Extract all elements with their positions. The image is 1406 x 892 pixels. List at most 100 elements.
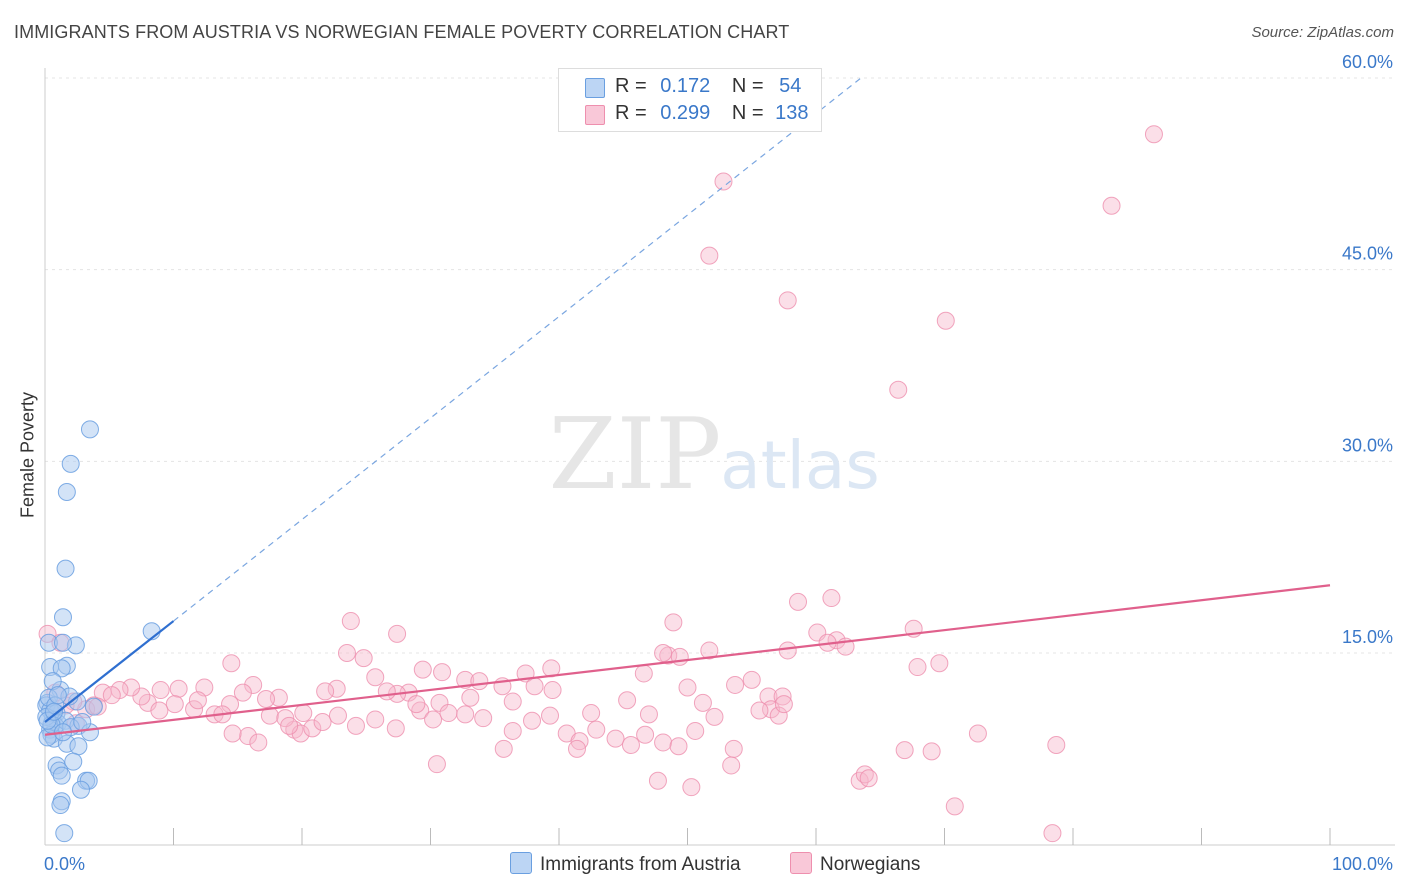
- axis-ticks: 15.0% 30.0% 45.0% 60.0% 0.0% 100.0%: [44, 52, 1393, 874]
- norwegians-point: [606, 729, 625, 748]
- austria-point: [71, 780, 90, 799]
- norwegians-point: [543, 681, 562, 700]
- stats-legend: R = 0.172 N = 54 R = 0.299 N = 138: [558, 68, 822, 132]
- norwegians-point: [523, 711, 542, 730]
- bottom-legend-austria: Immigrants from Austria: [510, 852, 741, 876]
- austria-trend-line: [44, 620, 175, 723]
- watermark-zip: ZIP: [549, 398, 722, 512]
- norwegians-point: [648, 771, 667, 790]
- y-tick-label: 30.0%: [1342, 435, 1393, 455]
- norwegians-point: [769, 706, 788, 725]
- norwegians-point: [354, 649, 373, 668]
- norwegians-point: [693, 693, 712, 712]
- norwegians-point: [222, 654, 241, 673]
- norwegians-point: [618, 691, 637, 710]
- norwegians-point: [774, 695, 793, 714]
- y-tick-label: 15.0%: [1342, 627, 1393, 647]
- norwegians-point: [366, 710, 385, 729]
- grid-lines: [45, 77, 1395, 654]
- austria-point: [56, 559, 75, 578]
- legend-text-norway: R = 0.299 N = 138: [615, 102, 809, 125]
- chart-source: Source: ZipAtlas.com: [1251, 24, 1394, 41]
- austria-point: [52, 766, 71, 785]
- legend-r-label: R =: [615, 75, 647, 97]
- norwegians-point: [654, 733, 673, 752]
- norwegians-point: [669, 737, 688, 756]
- norwegians-point: [260, 706, 279, 725]
- norwegians-trend-line: [44, 584, 1331, 736]
- norwegians-point: [670, 647, 689, 666]
- norwegians-point: [503, 692, 522, 711]
- norwegians-point: [413, 660, 432, 679]
- norwegians-point: [682, 778, 701, 797]
- norwegians-point: [859, 769, 878, 788]
- austria-point: [73, 713, 92, 731]
- norwegians-point: [654, 644, 673, 662]
- austria-point: [61, 454, 80, 473]
- norwegians-point: [700, 641, 719, 660]
- watermark: ZIP atlas: [549, 398, 880, 512]
- norwegians-point: [659, 646, 678, 665]
- norwegians-point: [407, 695, 426, 714]
- legend-swatch-austria: [585, 78, 605, 98]
- legend-r-value: 0.299: [660, 102, 711, 124]
- bottom-legend-swatch-austria: [510, 852, 532, 874]
- norwegians-point: [456, 670, 475, 689]
- norwegians-point: [714, 172, 733, 191]
- y-axis-label: Female Poverty: [17, 391, 38, 519]
- bottom-legend-label-austria: Immigrants from Austria: [540, 854, 741, 875]
- watermark-atlas: atlas: [720, 427, 880, 504]
- norwegians-point: [908, 658, 927, 677]
- norwegians-point: [724, 739, 743, 758]
- legend-n-value: 138: [775, 102, 809, 124]
- norwegians-point: [150, 701, 169, 720]
- bottom-legend-swatch-norway: [790, 852, 812, 874]
- norwegians-point: [789, 592, 808, 611]
- norwegians-point: [244, 675, 263, 694]
- bottom-legend-norway: Norwegians: [790, 852, 920, 876]
- norwegians-point: [223, 724, 242, 743]
- norwegians-point: [132, 687, 151, 706]
- norwegians-point: [778, 291, 797, 310]
- norwegians-point: [639, 705, 658, 724]
- norwegians-point: [705, 707, 724, 726]
- norwegians-point: [470, 672, 489, 691]
- norwegians-point: [456, 705, 475, 724]
- norwegians-point: [269, 688, 288, 707]
- austria-point: [53, 608, 72, 627]
- norwegians-point: [895, 741, 914, 760]
- norwegians-point: [525, 677, 544, 696]
- austria-trend-extension: [173, 77, 862, 622]
- norwegians-point: [294, 704, 313, 723]
- norwegians-point: [427, 755, 446, 774]
- norwegians-point: [188, 691, 207, 710]
- norwegians-point: [773, 687, 792, 706]
- legend-r-label: R =: [615, 102, 647, 124]
- austria-point: [55, 824, 74, 843]
- norwegians-point: [1043, 824, 1062, 843]
- norwegians-point: [700, 246, 719, 265]
- norwegians-point: [726, 675, 745, 694]
- norwegians-point: [328, 706, 347, 725]
- norwegians-point: [461, 688, 480, 707]
- norwegians-point: [587, 720, 606, 739]
- austria-point: [57, 483, 76, 501]
- norwegians-point: [1144, 125, 1163, 144]
- norwegians-point: [257, 690, 276, 708]
- norwegians-point: [686, 721, 705, 740]
- norwegians-point: [636, 725, 655, 744]
- norwegians-point: [1102, 196, 1121, 215]
- legend-swatch-norway: [585, 105, 605, 125]
- y-tick-label: 60.0%: [1342, 52, 1393, 72]
- austria-point: [44, 702, 63, 721]
- legend-n-label: N =: [731, 75, 764, 97]
- y-tick-label: 45.0%: [1342, 244, 1393, 264]
- norwegians-point: [151, 681, 170, 700]
- norwegians-point: [494, 739, 513, 758]
- norwegians-point: [582, 704, 601, 723]
- norwegians-point: [169, 679, 188, 698]
- norwegians-point: [313, 713, 332, 731]
- norwegians-point: [722, 756, 741, 775]
- norwegians-point: [634, 664, 653, 683]
